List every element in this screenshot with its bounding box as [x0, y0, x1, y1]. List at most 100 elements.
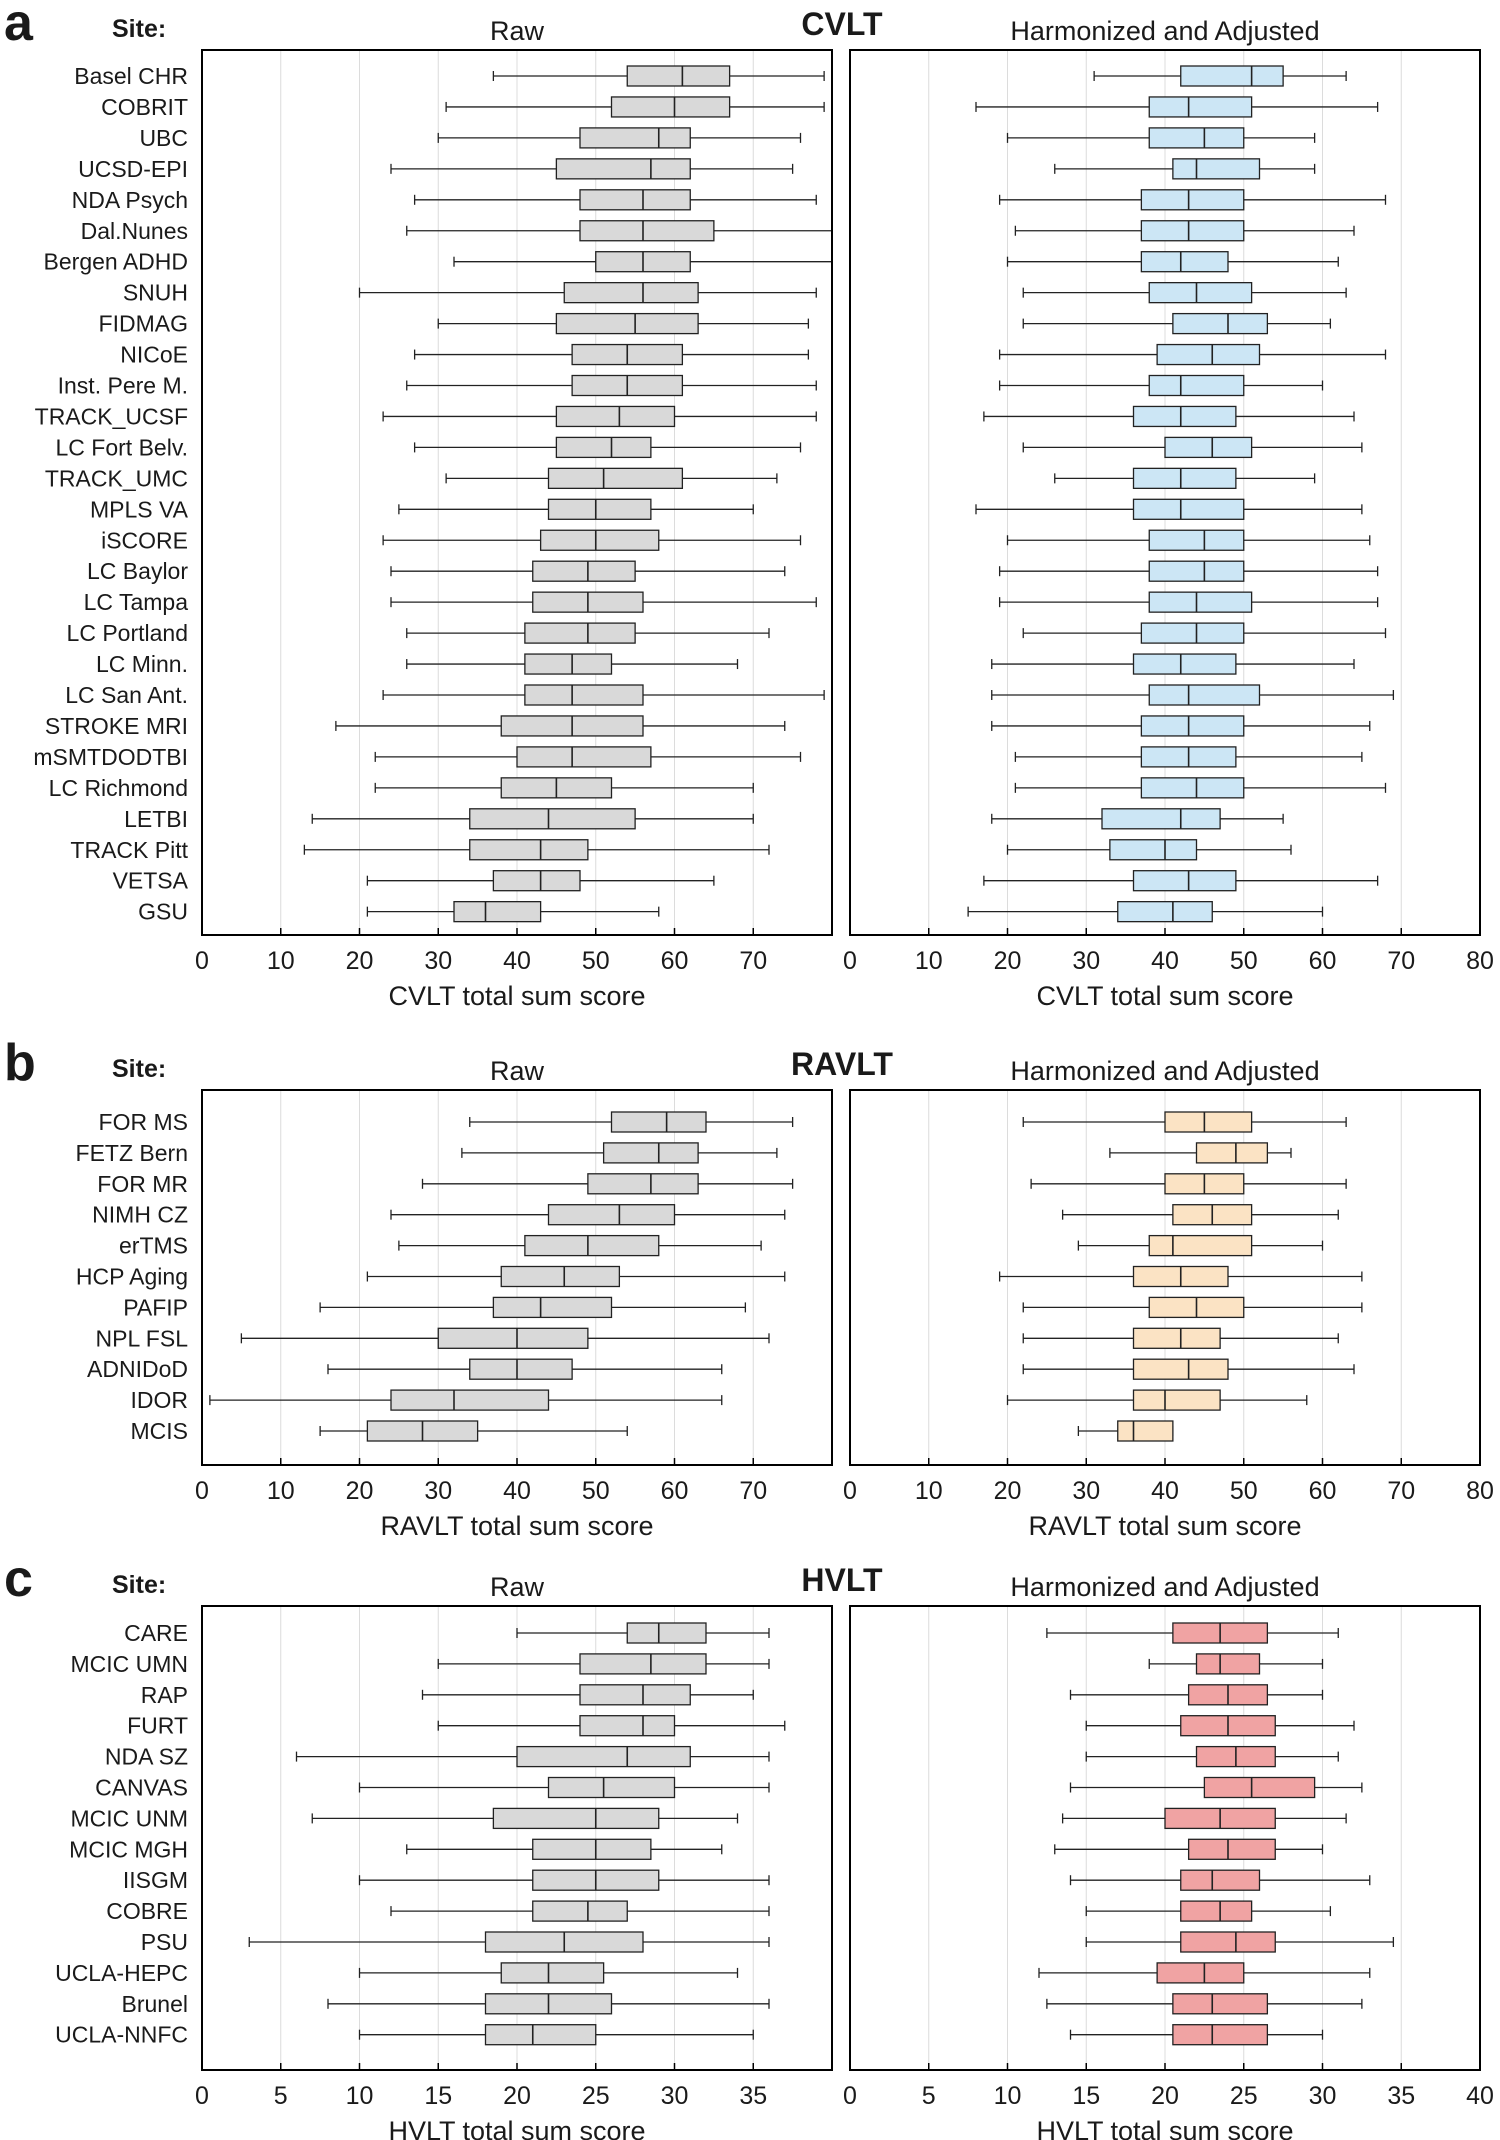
site-label: TRACK_UCSF [35, 403, 188, 429]
site-label: MCIS [131, 1418, 189, 1444]
tick-label: 60 [661, 947, 689, 975]
site-label: LC Baylor [87, 558, 188, 584]
box-harmonized [1093, 65, 1347, 87]
site-label: SNUH [123, 280, 188, 306]
box-raw [398, 1234, 762, 1257]
iqr-box [1148, 684, 1261, 706]
tick-label: 40 [1151, 1477, 1179, 1505]
box-raw [437, 312, 810, 335]
tick-label: 10 [346, 2082, 374, 2110]
tick-label: 50 [1230, 947, 1258, 975]
box-harmonized [967, 901, 1324, 923]
tick-label: 60 [1309, 1477, 1337, 1505]
box-harmonized [1006, 1389, 1308, 1411]
test-title: RAVLT [791, 1046, 893, 1082]
iqr-box [555, 158, 691, 180]
iqr-box [469, 808, 636, 830]
box-raw [319, 1420, 628, 1442]
box-harmonized [1022, 281, 1347, 304]
iqr-box [1132, 1389, 1221, 1411]
site-label: LC Tampa [84, 589, 189, 615]
iqr-box [1148, 374, 1245, 397]
site-label: LC Fort Belv. [56, 434, 189, 460]
iqr-box [579, 127, 691, 149]
site-label: LC San Ant. [65, 682, 188, 708]
iqr-box [547, 1204, 676, 1226]
iqr-box [626, 1622, 707, 1644]
axis-label: HVLT total sum score [1036, 2116, 1293, 2140]
box-raw [382, 684, 825, 706]
box-harmonized [991, 808, 1284, 830]
iqr-box [484, 2024, 597, 2046]
tick-label: 25 [582, 2082, 610, 2110]
site-label: LC Portland [67, 620, 188, 646]
tick-label: 20 [994, 1477, 1022, 1505]
tick-label: 10 [994, 2082, 1022, 2110]
iqr-box [1195, 1142, 1269, 1164]
tick-label: 50 [582, 947, 610, 975]
iqr-box [610, 96, 731, 118]
box-harmonized [991, 684, 1395, 706]
site-label: UBC [139, 125, 188, 151]
site-label: MPLS VA [90, 496, 189, 522]
box-raw [516, 1622, 770, 1644]
box-harmonized [1014, 746, 1363, 768]
iqr-box [1117, 901, 1213, 923]
tick-label: 15 [1072, 2082, 1100, 2110]
iqr-box [1156, 343, 1261, 366]
iqr-box [1203, 1776, 1316, 1799]
site-header: Site: [112, 1055, 166, 1083]
site-label: FOR MR [97, 1171, 188, 1197]
box-harmonized [1046, 1622, 1339, 1644]
site-label: RAP [141, 1682, 188, 1708]
tick-label: 40 [503, 1477, 531, 1505]
tick-label: 0 [195, 947, 209, 975]
box-raw [398, 498, 754, 520]
iqr-box [1148, 529, 1245, 551]
tick-label: 70 [739, 1477, 767, 1505]
iqr-box [500, 1962, 605, 1984]
box-raw [311, 808, 754, 830]
box-raw [366, 1265, 786, 1288]
tick-label: 10 [267, 947, 295, 975]
box-harmonized [1061, 1204, 1339, 1226]
iqr-box [563, 281, 699, 304]
box-harmonized [1148, 1653, 1324, 1675]
box-raw [366, 901, 660, 923]
tick-label: 50 [1230, 1477, 1258, 1505]
box-harmonized [1077, 1420, 1174, 1442]
box-raw [240, 1327, 770, 1349]
raw-title: Raw [490, 1056, 545, 1086]
site-label: NDA SZ [105, 1744, 188, 1770]
box-raw [248, 1931, 770, 1953]
site-label: VETSA [113, 868, 189, 894]
box-raw [413, 343, 810, 366]
box-harmonized [1038, 1962, 1371, 1984]
harmonized-plot: 0 10 20 30 40 50 60 70 80 RAVLT total sum score [843, 1089, 1494, 1541]
box-harmonized [1022, 1296, 1363, 1319]
iqr-box [1140, 189, 1245, 211]
tick-label: 10 [915, 947, 943, 975]
box-raw [469, 1111, 794, 1133]
box-harmonized [1054, 467, 1316, 490]
site-label: NIMH CZ [92, 1202, 188, 1228]
site-label: PSU [141, 1929, 188, 1955]
tick-label: 0 [843, 947, 857, 975]
tick-label: 0 [843, 2082, 857, 2110]
tick-label: 30 [1072, 947, 1100, 975]
harmonized-title: Harmonized and Adjusted [1010, 16, 1319, 46]
box-raw [390, 1900, 770, 1922]
site-header: Site: [112, 1571, 166, 1599]
box-raw [358, 1869, 770, 1891]
harmonized-plot: 0 5 10 15 20 25 30 35 40 HVLT total sum score [843, 1605, 1494, 2140]
iqr-box [579, 1684, 691, 1706]
box-raw [382, 529, 802, 551]
box-harmonized [1069, 1776, 1363, 1799]
site-header: Site: [112, 15, 166, 43]
tick-label: 20 [994, 947, 1022, 975]
iqr-box [1172, 312, 1269, 335]
iqr-box [579, 1715, 676, 1737]
iqr-box [1148, 591, 1253, 613]
tick-label: 25 [1230, 2082, 1258, 2110]
tick-label: 0 [195, 2082, 209, 2110]
